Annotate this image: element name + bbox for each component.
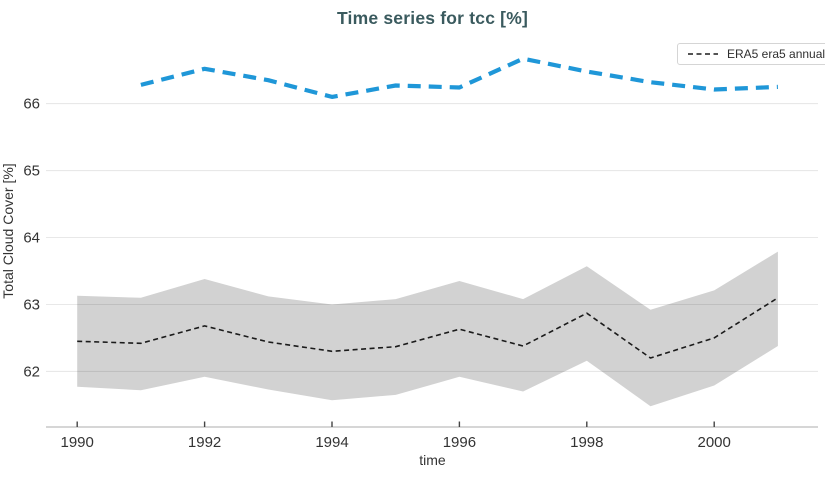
series-line-era5-era5-annual [77, 297, 779, 359]
legend-item-label: ERA5 era5 annual [727, 47, 825, 61]
y-tick-label: 65 [23, 163, 40, 180]
dashed-line-swatch-icon [688, 53, 718, 55]
y-tick-label: 64 [23, 230, 40, 247]
x-tick-label: 1994 [315, 434, 348, 451]
y-tick-label: 62 [23, 363, 40, 380]
y-axis-title: Total Cloud Cover [%] [0, 163, 16, 299]
chart-title: Time series for tcc [%] [336, 8, 529, 28]
legend: ERA5 era5 annual [677, 43, 825, 65]
legend-item-era5[interactable]: ERA5 era5 annual [687, 47, 825, 61]
y-tick-label: 66 [23, 96, 40, 113]
series-line-tcc-annual [140, 56, 778, 100]
x-axis-title: time [419, 452, 446, 468]
x-tick-label: 1996 [443, 434, 476, 451]
uncertainty-band [77, 251, 778, 407]
y-tick-label: 63 [23, 297, 40, 314]
x-tick-label: 1998 [570, 434, 603, 451]
x-tick-label: 1992 [188, 434, 221, 451]
x-tick-label: 2000 [698, 434, 731, 451]
x-tick-label: 1990 [61, 434, 94, 451]
